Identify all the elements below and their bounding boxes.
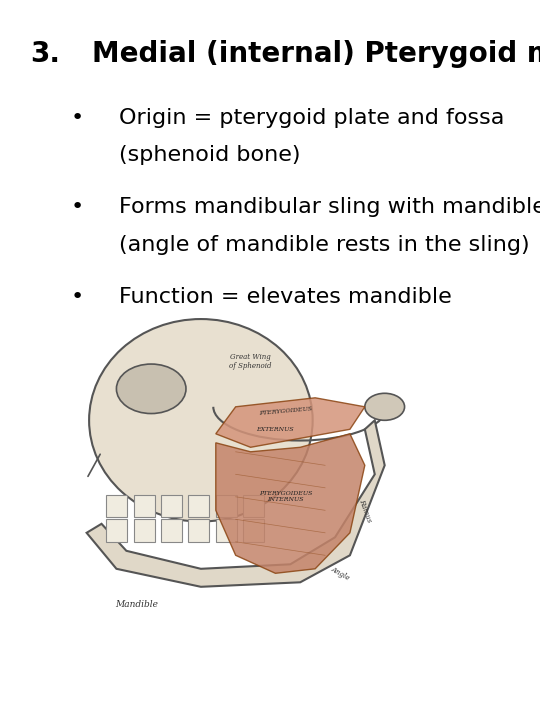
Bar [188,495,210,517]
PathPatch shape [216,397,365,447]
Text: Medial (internal) Pterygoid muscle: Medial (internal) Pterygoid muscle [92,40,540,68]
Bar [106,495,127,517]
Ellipse shape [117,364,186,413]
Ellipse shape [365,393,404,420]
Text: EXTERNUS: EXTERNUS [256,427,294,432]
Text: (angle of mandible rests in the sling): (angle of mandible rests in the sling) [119,235,529,255]
FancyArrowPatch shape [88,454,100,477]
Bar [161,495,182,517]
Text: Origin = pterygoid plate and fossa: Origin = pterygoid plate and fossa [119,108,504,128]
PathPatch shape [86,420,384,587]
Text: Forms mandibular sling with mandible: Forms mandibular sling with mandible [119,197,540,217]
Text: •: • [70,108,84,128]
Text: PTERYGOIDEUS: PTERYGOIDEUS [259,407,312,416]
Ellipse shape [89,319,313,521]
Text: PTERYGOIDEUS
INTERNUS: PTERYGOIDEUS INTERNUS [259,491,312,503]
Text: Ramus: Ramus [357,498,373,523]
Text: •: • [70,197,84,217]
Bar [216,495,237,517]
Text: (sphenoid bone): (sphenoid bone) [119,145,300,166]
Bar [188,519,210,541]
Text: Angle: Angle [329,564,351,582]
Text: Great Wing
of Sphenoid: Great Wing of Sphenoid [230,354,272,370]
Text: 3.: 3. [30,40,60,68]
Bar [134,519,154,541]
Bar [243,519,264,541]
Bar [161,519,182,541]
Text: •: • [70,287,84,307]
PathPatch shape [216,433,365,573]
Text: Mandible: Mandible [115,600,158,609]
Bar [134,495,154,517]
Bar [216,519,237,541]
Bar [106,519,127,541]
Bar [243,495,264,517]
Text: Function = elevates mandible: Function = elevates mandible [119,287,451,307]
